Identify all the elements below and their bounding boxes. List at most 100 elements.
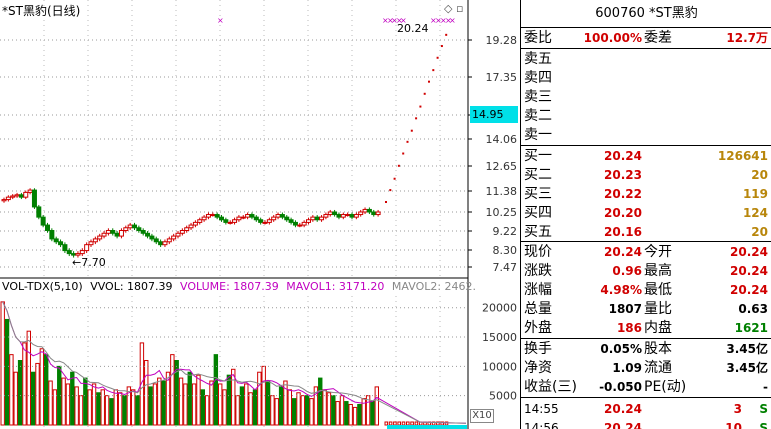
candle-limit-up [385, 201, 387, 204]
candle-body [236, 216, 242, 221]
stat-label: 外盘 [524, 320, 552, 336]
buy-level-price: 20.24 [604, 149, 642, 163]
candle-body [323, 214, 329, 218]
weibi-row: 委比 100.00% 委差 12.7万 [521, 29, 771, 48]
fund-value: - [763, 380, 768, 394]
candle-limit-up [389, 189, 392, 192]
weibi-label: 委比 [524, 30, 552, 46]
stat-row[interactable]: 总量 1807 量比 0.63 [521, 300, 771, 319]
buy-level-price: 20.22 [604, 187, 642, 201]
marker-cross: × [396, 16, 403, 25]
candle-body [114, 232, 120, 237]
volume-bar [178, 377, 184, 426]
sell-level-row[interactable]: 卖五 [521, 50, 771, 69]
marker-cross: × [387, 16, 394, 25]
candle-body [258, 219, 264, 223]
candle-body [66, 250, 72, 255]
stat-row[interactable]: 现价 20.24 今开 20.24 [521, 243, 771, 262]
stat-value: 186 [616, 321, 642, 335]
buy-level-volume: 20 [751, 168, 768, 182]
quote-header: 600760 *ST黑豹 [595, 6, 698, 21]
stat-row[interactable]: 涨幅 4.98% 最低 20.24 [521, 281, 771, 300]
candle-body [136, 227, 142, 232]
candle-body [14, 194, 20, 197]
price-tick-label: 10.25 [486, 206, 518, 219]
fund-row[interactable]: 净资 1.09 流通 3.45亿 [521, 359, 771, 378]
buy-level-volume: 20 [751, 225, 768, 239]
sell-level-row[interactable]: 卖三 [521, 88, 771, 107]
tick-volume: 10 [725, 421, 742, 429]
marker-cross: × [449, 16, 456, 25]
buy-level-row[interactable]: 买一 20.24 126641 [521, 147, 771, 166]
volume-bar [200, 389, 206, 426]
sell-level-row[interactable]: 卖二 [521, 107, 771, 126]
buy-level-row[interactable]: 买三 20.22 119 [521, 185, 771, 204]
volume-bar [157, 377, 162, 426]
sell-level-row[interactable]: 卖四 [521, 69, 771, 88]
candle-body [27, 189, 33, 193]
buy-level-row[interactable]: 买五 20.16 20 [521, 223, 771, 242]
candle-body [158, 241, 164, 246]
volume-bar [410, 421, 414, 426]
candle-body [166, 238, 172, 243]
volume-bar [287, 389, 293, 426]
marker-cross: × [430, 16, 437, 25]
marker-cross: × [217, 16, 224, 25]
tick-direction: S [759, 421, 768, 429]
volume-bar [26, 330, 32, 426]
price-tick-label: 12.65 [486, 160, 518, 173]
sell-level-row[interactable]: 卖一 [521, 126, 771, 145]
vol-tick-label: 10000 [482, 360, 517, 373]
fund-row[interactable]: 收益(三) -0.050 PE(动) - [521, 378, 771, 397]
candle-body [132, 224, 137, 229]
candle-body [149, 235, 155, 240]
tick-row[interactable]: 14:55 20.24 3 S [521, 400, 771, 419]
settings-square-icon[interactable]: ▫ [456, 2, 464, 15]
volume-bar [174, 360, 179, 426]
volume-bar [339, 395, 345, 426]
candle-body [314, 216, 320, 221]
volume-bar [226, 374, 232, 426]
volume-bar [52, 389, 58, 426]
candle-body [336, 214, 342, 218]
tick-row[interactable]: 14:56 20.24 10 S [521, 419, 771, 429]
volume-bar [78, 395, 84, 426]
sell-level-label: 卖二 [524, 108, 552, 124]
marker-cross: × [391, 16, 398, 25]
candle-body [223, 219, 229, 223]
volume-bar [331, 395, 336, 426]
vol-unit-button[interactable]: X10 [470, 409, 494, 423]
candle-body [327, 211, 333, 216]
candle-body [266, 219, 272, 223]
candle-body [375, 211, 381, 216]
candle-body [279, 214, 285, 218]
candle-body [184, 227, 190, 232]
volume-bar [204, 395, 210, 426]
separator [521, 48, 771, 49]
fund-row[interactable]: 换手 0.05% 股本 3.45亿 [521, 340, 771, 359]
volume-bar [39, 348, 45, 426]
tick-time: 14:55 [524, 402, 559, 416]
stat-value: 1621 [734, 321, 768, 335]
high-price-label: 20.24 [397, 22, 429, 35]
candle-body [140, 230, 146, 234]
stat-label: 最低 [644, 282, 672, 298]
kline-chart-svg[interactable]: 19.2817.3515.6814.0612.6511.3810.259.228… [0, 0, 520, 429]
volume-bar [305, 395, 310, 426]
quote-panel: 600760 *ST黑豹 委比 100.00% 委差 12.7万 卖五 卖四 卖三卖… [520, 0, 771, 429]
candle-body [5, 196, 11, 201]
volume-bar [335, 401, 340, 426]
volume-bar [352, 406, 358, 426]
volume-bar [213, 354, 219, 426]
diamond-icon[interactable]: ◇ [444, 2, 453, 15]
stat-row[interactable]: 涨跌 0.96 最高 20.24 [521, 262, 771, 281]
candle-body [31, 189, 37, 208]
stat-label: 今开 [644, 244, 672, 260]
kline-chart-panel[interactable]: 19.2817.3515.6814.0612.6511.3810.259.228… [0, 0, 520, 429]
buy-level-row[interactable]: 买二 20.23 20 [521, 166, 771, 185]
buy-level-row[interactable]: 买四 20.20 124 [521, 204, 771, 223]
stat-row[interactable]: 外盘 186 内盘 1621 [521, 319, 771, 338]
separator [521, 241, 771, 242]
volume-bar [100, 389, 105, 426]
candle-limit-up [393, 177, 396, 180]
